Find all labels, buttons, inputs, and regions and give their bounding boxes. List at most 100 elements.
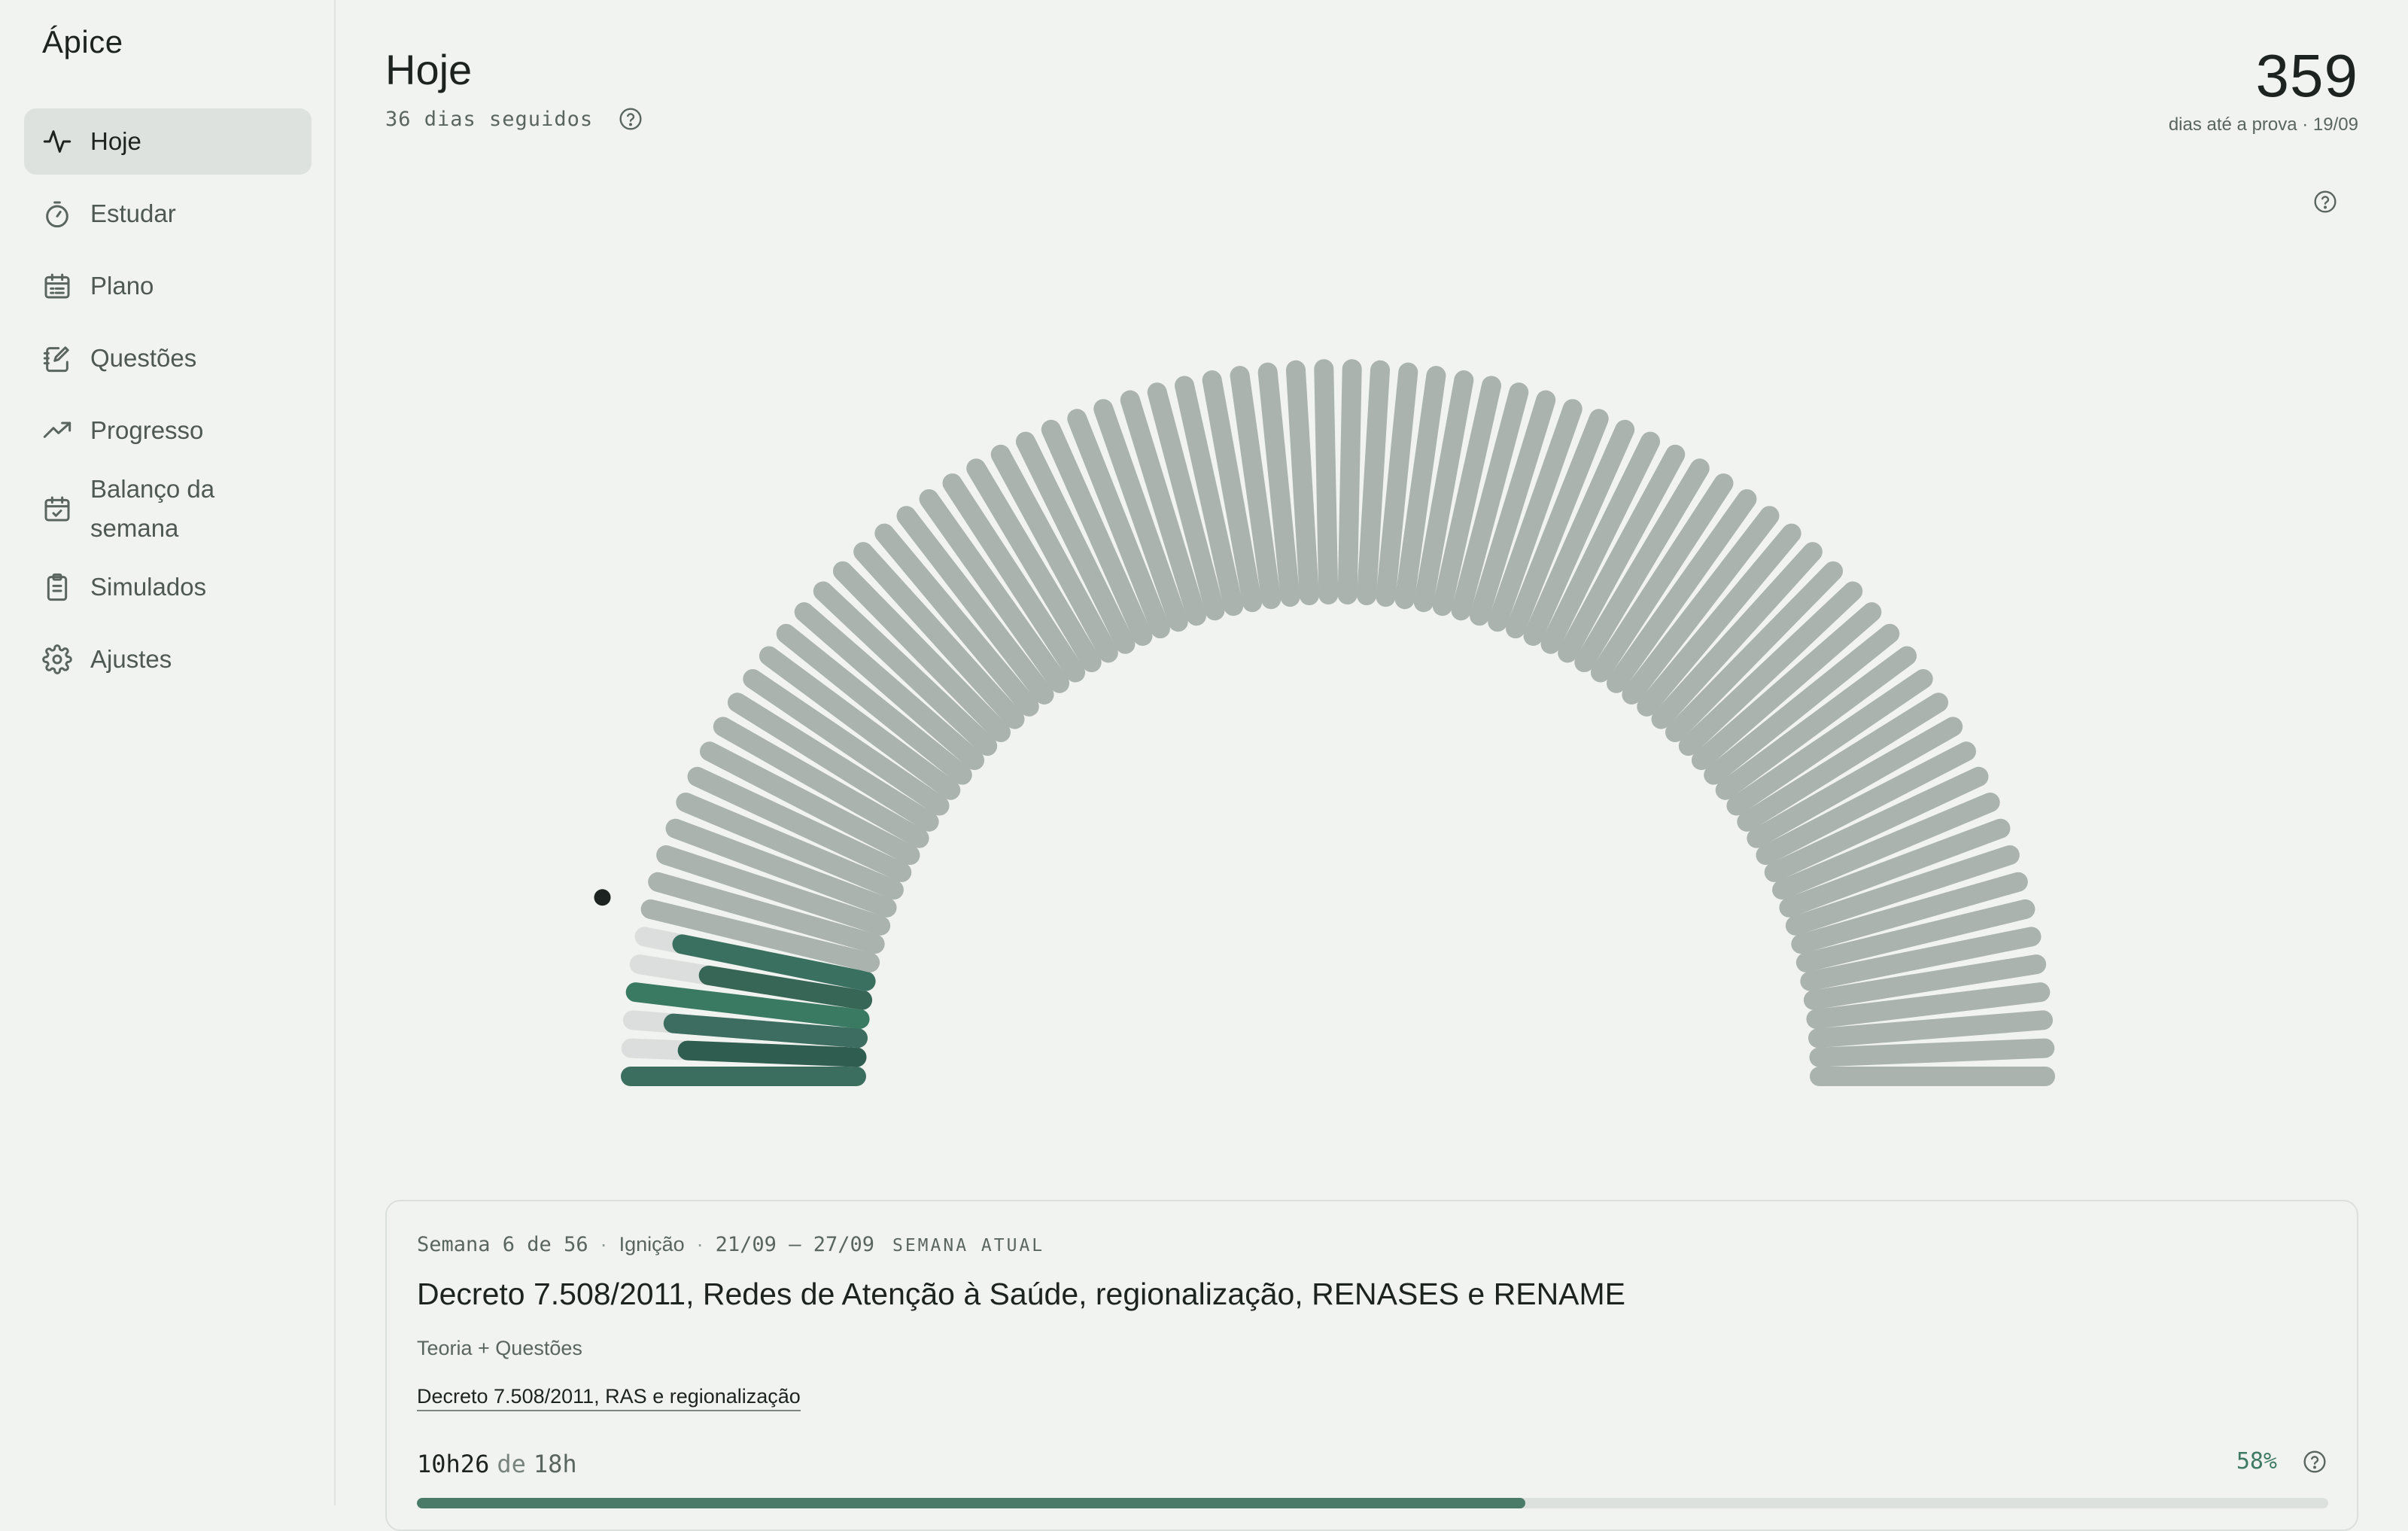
help-icon[interactable]	[2303, 1450, 2327, 1474]
day-bar-future[interactable]	[832, 561, 1011, 742]
day-bar-future[interactable]	[1314, 359, 1339, 605]
day-bar-future[interactable]	[1715, 646, 1917, 800]
day-bar-future[interactable]	[1795, 899, 2036, 972]
day-bar-future[interactable]	[1120, 390, 1206, 626]
day-bar-future[interactable]	[1590, 473, 1734, 683]
day-bar-future[interactable]	[1230, 366, 1282, 610]
week-meta: Semana 6 de 56 · Ignição · 21/09 – 27/09…	[417, 1233, 1044, 1256]
day-bar-future[interactable]	[1574, 458, 1710, 673]
help-icon[interactable]	[619, 107, 643, 131]
day-bar-future[interactable]	[676, 792, 904, 900]
streak-row: 36 dias seguidos	[385, 107, 643, 131]
day-bar-future[interactable]	[942, 473, 1086, 683]
day-bar-future[interactable]	[1041, 419, 1153, 646]
day-bar-future[interactable]	[743, 668, 950, 816]
sidebar-item-hoje[interactable]: Hoje	[24, 108, 312, 175]
day-bar-future[interactable]	[896, 506, 1054, 705]
day-bar-future[interactable]	[1506, 409, 1609, 639]
day-bar-future[interactable]	[727, 692, 939, 832]
day-bar-future[interactable]	[1376, 362, 1418, 607]
sidebar-item-balanco-da-semana[interactable]: Balanço da semana	[24, 470, 312, 548]
day-bar-future[interactable]	[1540, 431, 1661, 654]
day-bar-future[interactable]	[919, 489, 1070, 693]
day-bar-future[interactable]	[1806, 982, 2051, 1029]
hours-progress: 10h26 de 18h	[417, 1450, 577, 1478]
sidebar-item-ajustes[interactable]: Ajustes	[24, 626, 312, 692]
day-bar-future[interactable]	[1451, 382, 1529, 621]
day-bar-future[interactable]	[1737, 692, 1949, 832]
day-bar-future[interactable]	[1651, 542, 1823, 729]
day-bar-future[interactable]	[1791, 872, 2028, 954]
sidebar-item-plano[interactable]: Plano	[24, 253, 312, 319]
day-bar-future[interactable]	[1413, 370, 1474, 613]
day-bar-future[interactable]	[656, 845, 891, 936]
day-bar-future[interactable]	[1803, 954, 2047, 1010]
day-bar-future[interactable]	[759, 646, 961, 800]
progress-percent: 58%	[2236, 1448, 2277, 1475]
day-bar-future[interactable]	[1257, 362, 1300, 607]
day-bar-future[interactable]	[794, 602, 985, 771]
sidebar-item-label: Questões	[90, 344, 197, 372]
day-bar-future[interactable]	[1764, 766, 1989, 882]
day-bar-future[interactable]	[665, 818, 897, 918]
day-bar-future[interactable]	[1606, 489, 1757, 693]
day-bar-future[interactable]	[1785, 845, 2020, 936]
day-bar-studied[interactable]	[672, 934, 876, 991]
day-bar-future[interactable]	[1756, 741, 1976, 866]
day-bar-studied[interactable]	[663, 1013, 868, 1049]
day-bar-future[interactable]	[1637, 523, 1801, 717]
day-bar-future[interactable]	[1558, 444, 1686, 663]
day-bar-future[interactable]	[874, 523, 1039, 717]
day-bar-future[interactable]	[1093, 399, 1188, 632]
day-bar-future[interactable]	[776, 623, 972, 785]
day-bar-future[interactable]	[1808, 1010, 2054, 1049]
exam-countdown: 359 dias até a prova · 19/09	[2169, 42, 2358, 135]
day-bar-future[interactable]	[1665, 561, 1844, 742]
chart-help-icon[interactable]	[2313, 190, 2337, 214]
day-bar-future[interactable]	[1747, 717, 1963, 848]
day-bar-future[interactable]	[640, 899, 880, 972]
day-bar-future[interactable]	[813, 581, 998, 756]
sidebar-item-estudar[interactable]: Estudar	[24, 181, 312, 247]
day-bar-future[interactable]	[1470, 390, 1556, 626]
day-bar-future[interactable]	[1175, 376, 1244, 616]
day-bar-future[interactable]	[1704, 623, 1900, 785]
day-bar-studied[interactable]	[698, 965, 873, 1010]
day-bar-future[interactable]	[1678, 581, 1863, 756]
day-bar-future[interactable]	[1772, 792, 2000, 900]
day-bar-future[interactable]	[713, 717, 929, 848]
week-number: Semana 6 de 56	[417, 1233, 588, 1256]
current-week-tag: SEMANA ATUAL	[892, 1236, 1045, 1256]
day-bar-future[interactable]	[700, 741, 920, 866]
day-bar-future[interactable]	[1394, 366, 1446, 610]
day-bar-studied[interactable]	[625, 982, 870, 1029]
day-bar-future[interactable]	[1800, 927, 2042, 991]
sidebar-item-questoes[interactable]: Questões	[24, 325, 312, 391]
day-bar-future[interactable]	[1202, 370, 1263, 613]
day-bar-future[interactable]	[1285, 360, 1319, 606]
day-bar-future[interactable]	[1488, 399, 1583, 632]
day-bar-future[interactable]	[1337, 359, 1362, 605]
day-bar-future[interactable]	[1622, 506, 1780, 705]
day-bar-future[interactable]	[648, 872, 885, 954]
day-bar-future[interactable]	[1523, 419, 1635, 646]
sidebar-item-progresso[interactable]: Progresso	[24, 397, 312, 464]
day-bar-studied[interactable]	[677, 1040, 867, 1067]
topic-link[interactable]: Decreto 7.508/2011, RAS e regionalização	[417, 1385, 801, 1411]
day-bar-future[interactable]	[1357, 360, 1391, 606]
day-bar-future[interactable]	[687, 766, 912, 882]
day-bar-future[interactable]	[1432, 376, 1501, 616]
day-bar-future[interactable]	[1147, 382, 1225, 621]
sidebar-item-label: Simulados	[90, 573, 207, 601]
day-bar-future[interactable]	[853, 542, 1025, 729]
day-bar-future[interactable]	[1067, 409, 1170, 639]
day-bar-future[interactable]	[1691, 602, 1882, 771]
day-bar-future[interactable]	[1809, 1038, 2055, 1067]
day-bar-future[interactable]	[990, 444, 1118, 663]
day-bar-future[interactable]	[1779, 818, 2011, 918]
day-bar-future[interactable]	[1015, 431, 1136, 654]
sidebar-item-simulados[interactable]: Simulados	[24, 554, 312, 620]
activity-icon	[42, 126, 72, 157]
day-bar-future[interactable]	[966, 458, 1102, 673]
day-bar-future[interactable]	[1726, 668, 1933, 816]
